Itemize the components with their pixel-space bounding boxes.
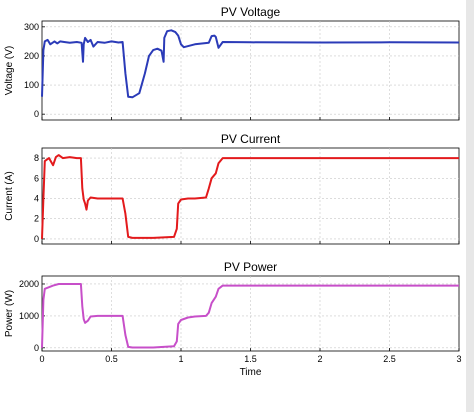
power-ytick-label: 0 (34, 343, 39, 353)
voltage-ytick-label: 200 (24, 51, 39, 61)
current-series-line (41, 154, 459, 239)
power-ylabel: Power (W) (4, 290, 15, 337)
voltage-series-line (41, 29, 460, 99)
current-ytick-label: 6 (34, 173, 39, 183)
right-edge-strip (466, 0, 474, 412)
power-xtick-label: 3 (456, 354, 461, 364)
current-ytick-label: 4 (34, 194, 39, 204)
voltage-ytick-label: 100 (24, 80, 39, 90)
power-xtick-label: 0 (39, 354, 44, 364)
power-xtick-label: 0.5 (105, 354, 118, 364)
power-ytick-label: 2000 (19, 279, 39, 289)
power-xtick-label: 1.5 (244, 354, 257, 364)
voltage-ylabel: Voltage (V) (4, 46, 15, 95)
power-title: PV Power (224, 260, 277, 274)
power-series-line (41, 283, 459, 349)
power-xtick-label: 1 (178, 354, 183, 364)
current-ytick-label: 2 (34, 214, 39, 224)
voltage-title: PV Voltage (221, 5, 281, 19)
power-xlabel: Time (240, 367, 262, 378)
current-ylabel: Current (A) (4, 171, 15, 220)
voltage-ytick-label: 300 (24, 22, 39, 32)
current-ytick-label: 0 (34, 234, 39, 244)
power-xtick-label: 2 (317, 354, 322, 364)
current-title: PV Current (221, 132, 281, 146)
current-ytick-label: 8 (34, 153, 39, 163)
power-xtick-label: 2.5 (383, 354, 396, 364)
power-ytick-label: 1000 (19, 311, 39, 321)
voltage-ytick-label: 0 (34, 109, 39, 119)
